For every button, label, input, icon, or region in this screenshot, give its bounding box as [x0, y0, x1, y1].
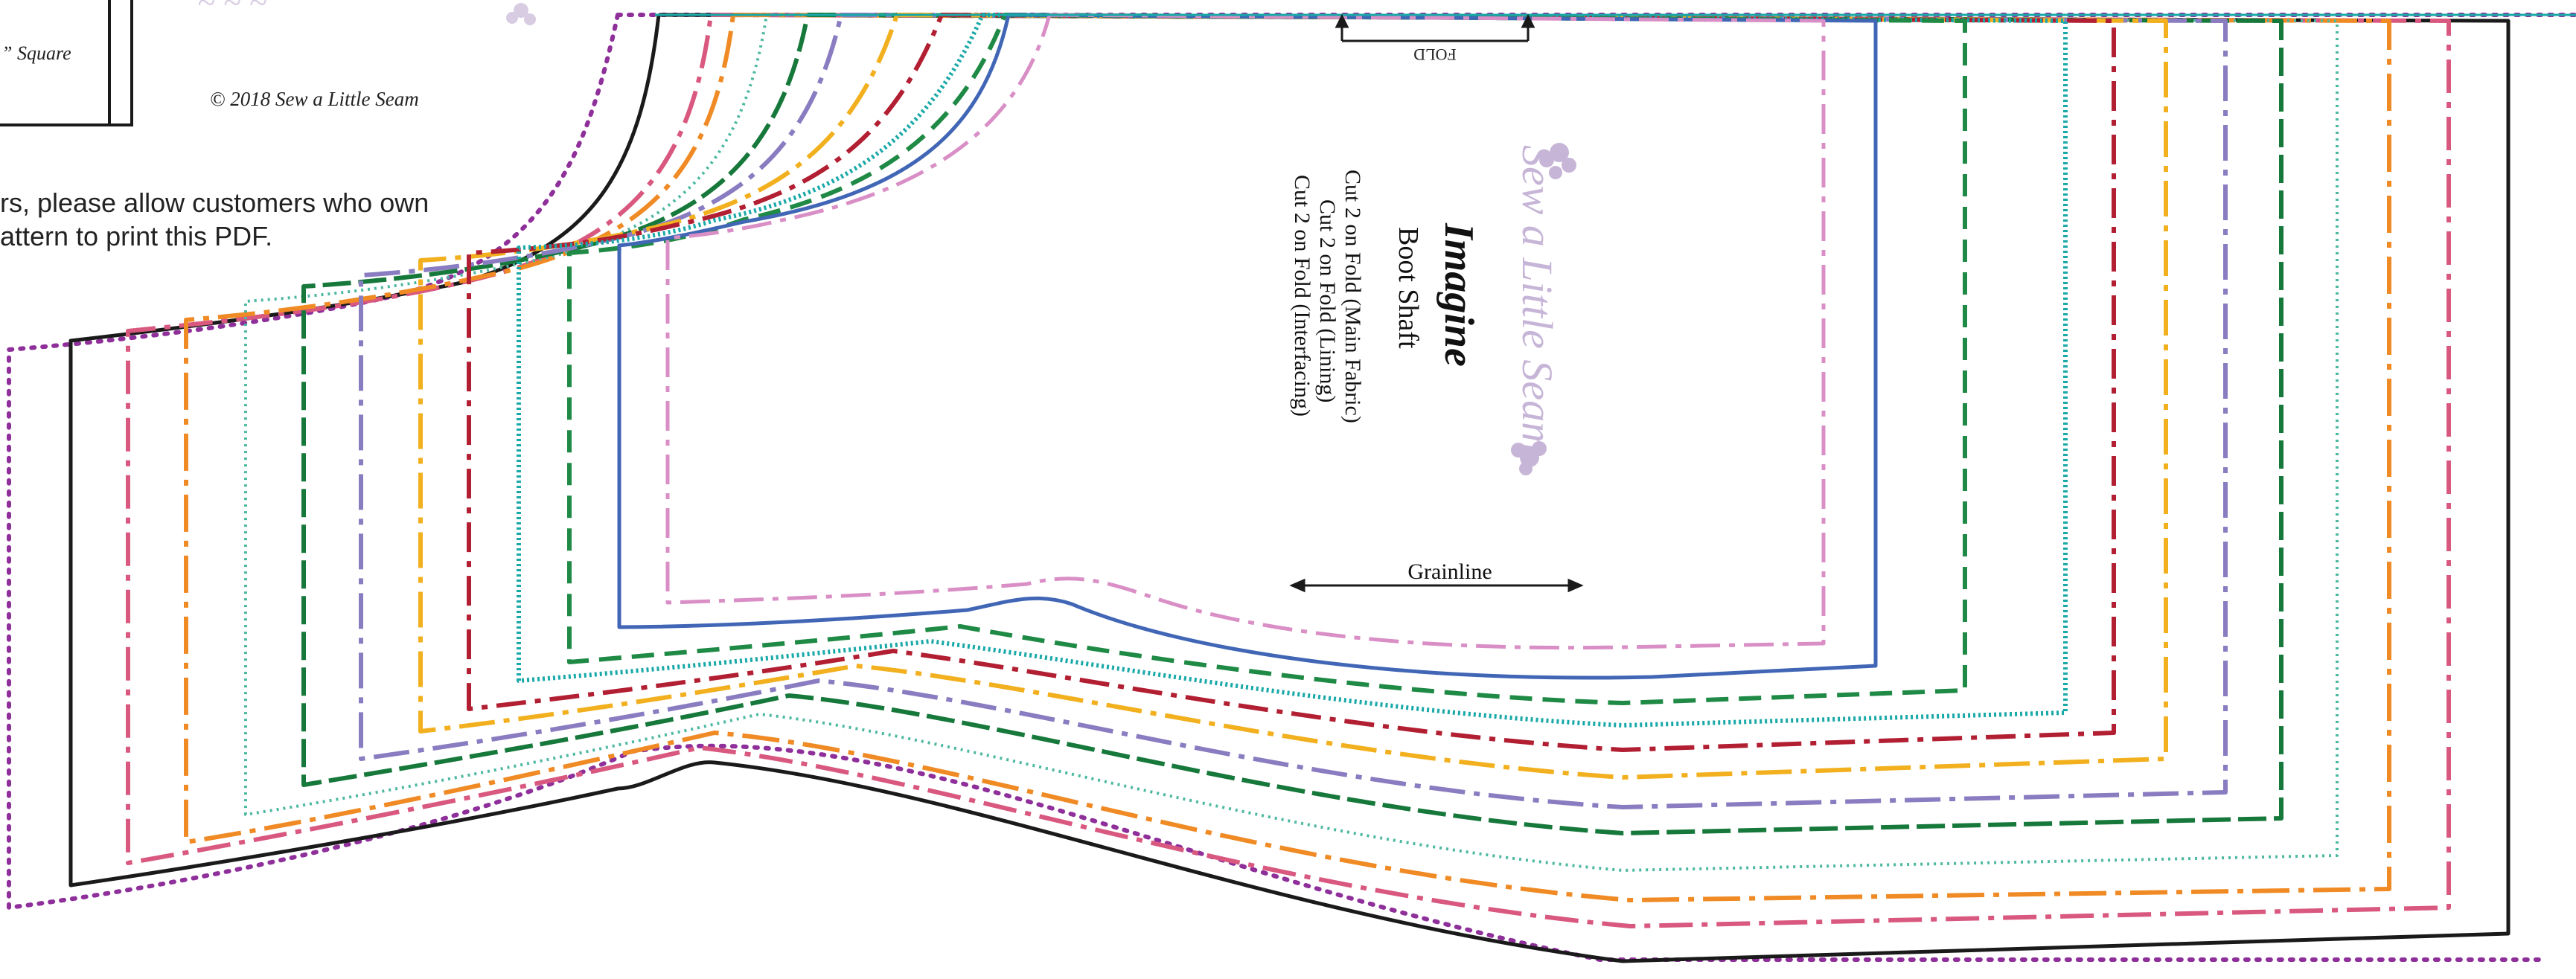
size-line-green	[301, 13, 2283, 835]
size-line-black	[68, 13, 2511, 963]
size-line-purple-dotted	[7, 13, 2576, 962]
test-square-label: ” Square	[1, 42, 71, 64]
flower-icon-bottom	[1511, 441, 1547, 475]
grainline-arrow	[1289, 578, 1584, 593]
watermark-text: Sew a Little Seam	[1513, 145, 1562, 453]
top-logo-text: ~ ~ ~	[197, 0, 267, 21]
fold-label: FOLD	[1413, 45, 1456, 64]
size-line-orange	[184, 13, 2391, 902]
size-line-teal-dotted	[244, 13, 2339, 872]
notice-line-2: attern to print this PDF.	[0, 221, 272, 251]
size-line-crimson	[467, 13, 2116, 752]
flower-icon-top	[1539, 143, 1576, 179]
watermark-logo: Sew a Little Seam	[1511, 143, 1576, 475]
size-line-teal	[517, 13, 2068, 728]
top-logo: ~ ~ ~	[197, 0, 536, 25]
test-square-box: ” Square	[0, 0, 133, 126]
size-line-dark-green	[567, 13, 1967, 705]
size-lines	[7, 13, 2576, 963]
cut-line-3: Cut 2 on Fold (Interfacing)	[1290, 175, 1314, 417]
size-line-gold	[418, 13, 2168, 780]
cut-line-1: Cut 2 on Fold (Main Fabric)	[1340, 170, 1365, 423]
pattern-title: Imagine	[1436, 222, 1482, 367]
size-line-light-pink	[665, 13, 1826, 650]
notice-line-1: rs, please allow customers who own	[0, 187, 429, 218]
piece-info: Imagine Boot Shaft Cut 2 on Fold (Main F…	[1290, 170, 1482, 423]
size-line-blue	[617, 13, 1878, 680]
fold-marker	[1335, 13, 1535, 42]
test-square-outline	[0, 0, 133, 126]
size-line-lavender	[359, 13, 2228, 809]
size-line-pink	[126, 13, 2451, 928]
cut-line-2: Cut 2 on Fold (Lining)	[1315, 199, 1340, 402]
piece-name: Boot Shaft	[1393, 227, 1424, 349]
grainline-label: Grainline	[1407, 559, 1492, 584]
copyright-text: © 2018 Sew a Little Seam	[210, 88, 419, 110]
